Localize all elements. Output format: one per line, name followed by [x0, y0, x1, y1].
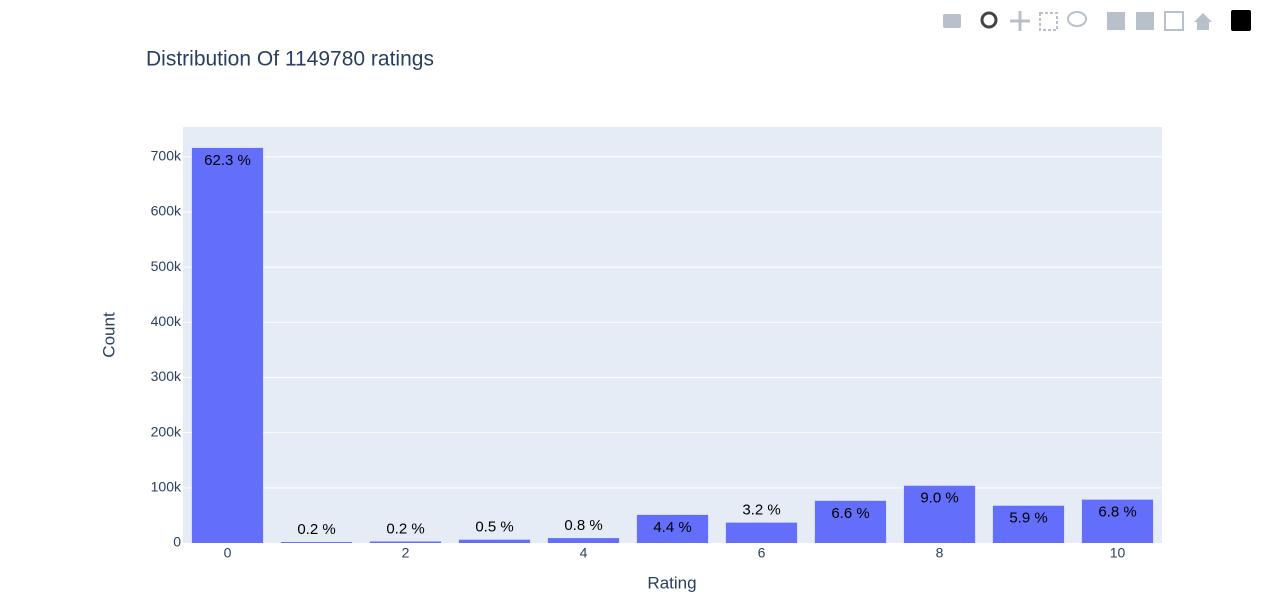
plotly-logo[interactable]: [1231, 10, 1251, 31]
data-label: 4.4 %: [653, 519, 691, 536]
y-axis-title: Count: [99, 312, 118, 358]
bar: [814, 500, 887, 543]
lasso-icon[interactable]: [1067, 11, 1087, 27]
bar: [547, 538, 620, 543]
chart-title: Distribution Of 1149780 ratings: [146, 48, 434, 71]
data-label: 6.6 %: [831, 505, 869, 522]
data-label: 3.2 %: [742, 502, 780, 519]
y-tick-label: 300k: [151, 368, 182, 384]
select-icon[interactable]: [1039, 12, 1058, 31]
y-tick-label: 0: [173, 534, 181, 550]
bar: [1081, 499, 1154, 543]
data-label: 9.0 %: [920, 490, 958, 507]
y-tick-label: 700k: [151, 147, 182, 163]
data-label: 0.8 %: [564, 517, 602, 534]
bar: [992, 505, 1065, 543]
zoom-in-icon[interactable]: [1107, 12, 1125, 30]
bar: [636, 514, 709, 543]
x-tick-label: 4: [580, 545, 588, 561]
bar: [725, 522, 798, 543]
zoom-icon[interactable]: [980, 11, 998, 29]
y-tick-label: 200k: [151, 423, 182, 439]
y-tick-label: 100k: [151, 479, 182, 495]
reset-icon[interactable]: [1194, 13, 1212, 30]
data-label: 62.3 %: [204, 152, 251, 169]
data-label: 0.2 %: [297, 521, 335, 538]
data-label: 0.5 %: [475, 519, 513, 536]
pan-icon[interactable]: [1010, 11, 1030, 31]
x-tick-label: 10: [1110, 545, 1126, 561]
x-axis-title: Rating: [647, 573, 696, 592]
bar: [903, 485, 976, 543]
modebar: [943, 10, 1251, 31]
y-tick-label: 600k: [151, 203, 182, 219]
x-tick-label: 2: [402, 545, 410, 561]
bar: [191, 147, 264, 543]
autoscale-icon[interactable]: [1164, 11, 1184, 31]
x-tick-label: 0: [224, 545, 232, 561]
data-label: 5.9 %: [1009, 510, 1047, 527]
y-tick-label: 500k: [151, 258, 182, 274]
data-label: 6.8 %: [1098, 504, 1136, 521]
camera-icon[interactable]: [943, 14, 961, 28]
plot-area: [183, 127, 1162, 543]
x-tick-label: 8: [936, 545, 944, 561]
zoom-out-icon[interactable]: [1136, 12, 1154, 30]
bar: [280, 542, 353, 543]
y-tick-label: 400k: [151, 313, 182, 329]
bar: [369, 541, 442, 543]
bar: [458, 539, 531, 543]
x-tick-label: 6: [758, 545, 766, 561]
data-label: 0.2 %: [386, 520, 424, 537]
